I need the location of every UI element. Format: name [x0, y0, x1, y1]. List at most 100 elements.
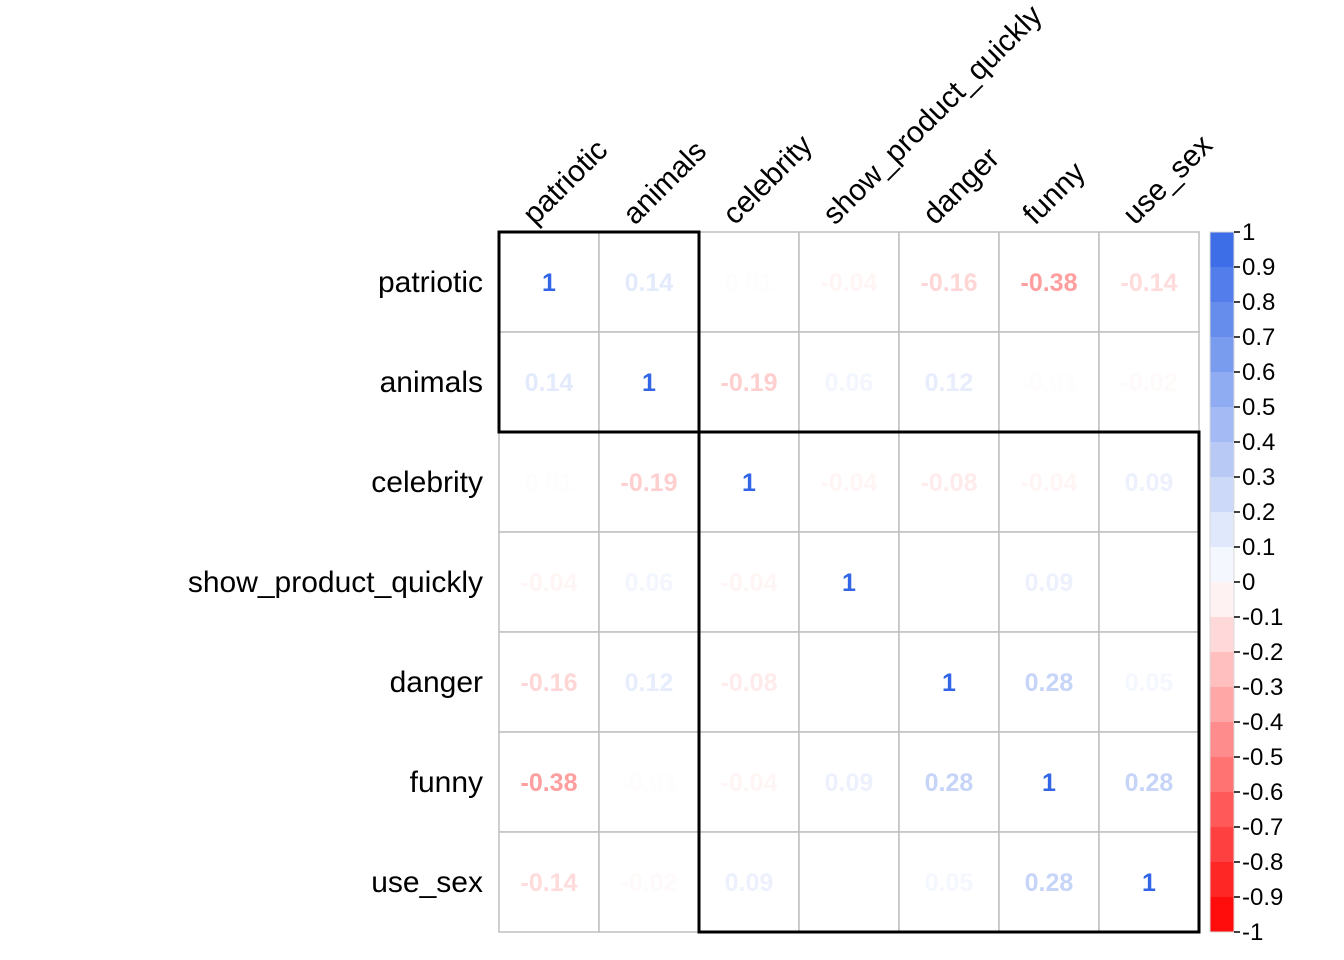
- cell-show_product_quickly-animals: [598, 531, 700, 633]
- cell-show_product_quickly-patriotic: [498, 531, 600, 633]
- cell-value-celebrity-funny: -0.04: [1021, 469, 1078, 497]
- row-label-use_sex: use_sex: [371, 866, 483, 899]
- cell-celebrity-danger: [898, 431, 1000, 533]
- cell-value-danger-animals: 0.12: [625, 669, 674, 697]
- cell-value-celebrity-patriotic: 0.01: [525, 469, 574, 497]
- cell-use_sex-funny: [998, 831, 1100, 933]
- colorbar-tick-label: -0.5: [1242, 744, 1283, 771]
- cell-value-patriotic-celebrity: 0.01: [725, 269, 774, 297]
- cell-value-celebrity-danger: -0.08: [921, 469, 978, 497]
- cell-value-use_sex-celebrity: 0.09: [725, 869, 774, 897]
- cell-animals-use_sex: [1098, 331, 1200, 433]
- row-label-show_product_quickly: show_product_quickly: [188, 566, 483, 599]
- colorbar-segment: [1210, 757, 1234, 793]
- colorbar-segment: [1210, 792, 1234, 828]
- cell-funny-use_sex: [1098, 731, 1200, 833]
- cell-value-funny-patriotic: -0.38: [521, 769, 578, 797]
- colorbar-tick-label: -0.3: [1242, 674, 1283, 701]
- colorbar-segment: [1210, 232, 1234, 268]
- cell-value-patriotic-danger: -0.16: [921, 269, 978, 297]
- cell-value-patriotic-patriotic: 1: [542, 269, 556, 297]
- cell-show_product_quickly-show_product_quickly: [798, 531, 900, 633]
- cell-value-funny-use_sex: 0.28: [1125, 769, 1174, 797]
- cell-funny-patriotic: [498, 731, 600, 833]
- cluster-box-2: [697, 430, 1201, 934]
- cell-use_sex-use_sex: [1098, 831, 1200, 933]
- row-labels: patriotic animals celebrity show_product_qu…: [188, 266, 483, 899]
- colorbar-segment: [1210, 267, 1234, 303]
- cell-animals-danger: [898, 331, 1000, 433]
- cell-values: 1 0.14 0.01 -0.04 -0.16 -0.38 -0.14 0.14 1 -0.19 0…: [521, 269, 1178, 897]
- cell-value-animals-danger: 0.12: [925, 369, 974, 397]
- colorbar-segment: [1210, 372, 1234, 408]
- cell-patriotic-celebrity: [698, 231, 800, 333]
- cell-value-funny-celebrity: -0.04: [721, 769, 778, 797]
- cell-patriotic-show_product_quickly: [798, 231, 900, 333]
- cell-value-show_product_quickly-use_sex: 0: [1142, 569, 1156, 597]
- cell-value-funny-show_product_quickly: 0.09: [825, 769, 874, 797]
- colorbar-segment: [1210, 407, 1234, 443]
- cell-value-celebrity-animals: -0.19: [621, 469, 678, 497]
- colorbar-segment: [1210, 862, 1234, 898]
- cell-patriotic-animals: [598, 231, 700, 333]
- cell-value-danger-use_sex: 0.05: [1125, 669, 1174, 697]
- cell-value-show_product_quickly-danger: 0: [942, 569, 956, 597]
- cell-value-funny-funny: 1: [1042, 769, 1056, 797]
- row-label-funny: funny: [410, 766, 483, 799]
- cell-value-patriotic-show_product_quickly: -0.04: [821, 269, 878, 297]
- colorbar-tick-label: 0.9: [1242, 254, 1275, 281]
- colorbar-segment: [1210, 442, 1234, 478]
- cell-value-danger-celebrity: -0.08: [721, 669, 778, 697]
- cell-value-danger-danger: 1: [942, 669, 956, 697]
- colorbar-segment: [1210, 652, 1234, 688]
- colorbar-tick-label: 0.5: [1242, 394, 1275, 421]
- column-labels: patriotic animals celebrityshow_product_qu…: [517, 0, 1219, 231]
- cell-value-animals-patriotic: 0.14: [525, 369, 574, 397]
- cell-value-show_product_quickly-celebrity: -0.04: [721, 569, 778, 597]
- colorbar-tick-label: -0.8: [1242, 849, 1283, 876]
- cell-use_sex-celebrity: [698, 831, 800, 933]
- cell-value-celebrity-show_product_quickly: -0.04: [821, 469, 878, 497]
- colorbar-tick-label: 0.6: [1242, 359, 1275, 386]
- colorbar-segment: [1210, 512, 1234, 548]
- cell-value-show_product_quickly-show_product_quickly: 1: [842, 569, 856, 597]
- colorbar-tick-label: -0.1: [1242, 604, 1283, 631]
- cell-value-use_sex-show_product_quickly: 0: [842, 869, 856, 897]
- cell-patriotic-funny: [998, 231, 1100, 333]
- colorbar-tick-label: 0.2: [1242, 499, 1275, 526]
- cell-celebrity-use_sex: [1098, 431, 1200, 533]
- colorbar-tick-label: 1: [1242, 219, 1255, 246]
- colorbar-tick-label: 0.3: [1242, 464, 1275, 491]
- cell-use_sex-show_product_quickly: [798, 831, 900, 933]
- cell-patriotic-patriotic: [498, 231, 600, 333]
- cell-danger-patriotic: [498, 631, 600, 733]
- cell-funny-animals: [598, 731, 700, 833]
- cell-funny-celebrity: [698, 731, 800, 833]
- cell-celebrity-funny: [998, 431, 1100, 533]
- cell-funny-danger: [898, 731, 1000, 833]
- cell-value-patriotic-funny: -0.38: [1021, 269, 1078, 297]
- cell-animals-celebrity: [698, 331, 800, 433]
- colorbar: 1 0.9 0.8 0.7 0.6 0.5 0.4 0.3 0.2 0.1 0 -0.1 -0.2 -0.…: [1209, 219, 1283, 946]
- row-label-celebrity: celebrity: [371, 466, 483, 499]
- cell-value-animals-show_product_quickly: 0.06: [825, 369, 874, 397]
- cell-value-animals-animals: 1: [642, 369, 656, 397]
- cell-value-celebrity-celebrity: 1: [742, 469, 756, 497]
- cell-use_sex-patriotic: [498, 831, 600, 933]
- colorbar-tick-label: -0.9: [1242, 884, 1283, 911]
- cell-value-show_product_quickly-animals: 0.06: [625, 569, 674, 597]
- column-label-animals: animals: [617, 135, 713, 231]
- column-label-funny: funny: [1017, 156, 1092, 231]
- row-label-patriotic: patriotic: [378, 266, 483, 299]
- cell-value-funny-danger: 0.28: [925, 769, 974, 797]
- cell-funny-show_product_quickly: [798, 731, 900, 833]
- cell-use_sex-danger: [898, 831, 1000, 933]
- colorbar-segment: [1210, 547, 1234, 583]
- colorbar-tick-label: -0.2: [1242, 639, 1283, 666]
- cell-celebrity-show_product_quickly: [798, 431, 900, 533]
- cell-value-funny-animals: -0.01: [621, 769, 678, 797]
- cell-value-use_sex-danger: 0.05: [925, 869, 974, 897]
- cluster-boxes: [497, 230, 1201, 934]
- cell-celebrity-animals: [598, 431, 700, 533]
